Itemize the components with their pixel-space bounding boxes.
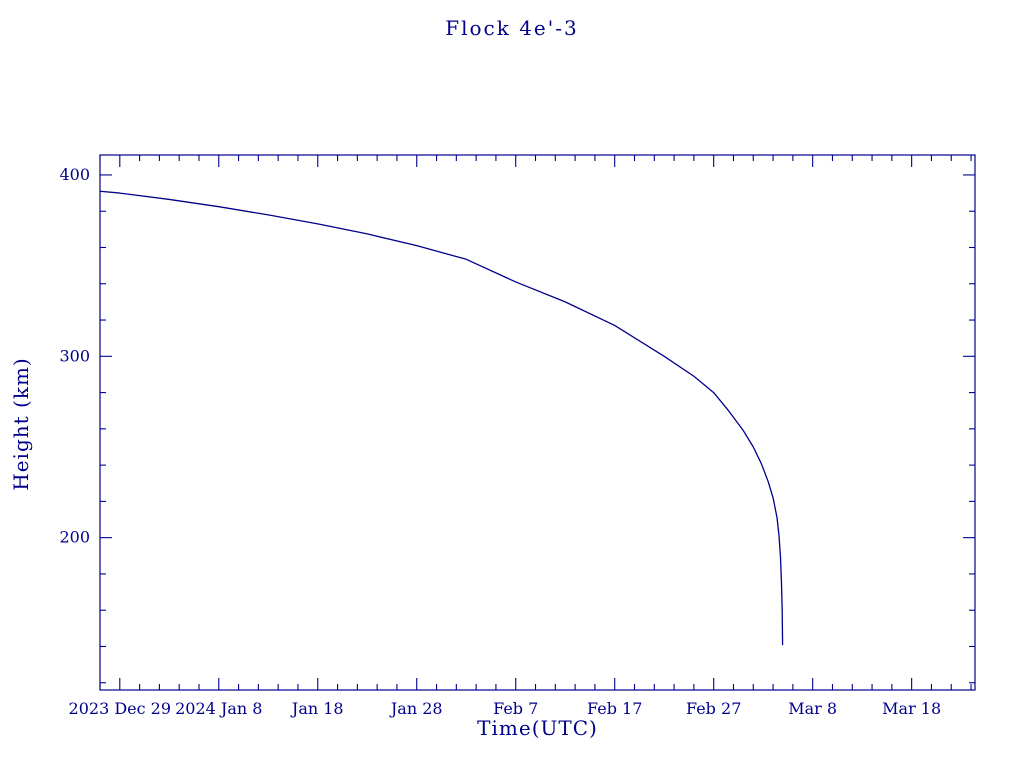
x-tick-label: Feb 17 [587,699,642,718]
y-tick-label: 400 [59,165,90,184]
x-tick-label: Feb 7 [493,699,538,718]
x-tick-label: Mar 8 [788,699,837,718]
axis-ticks [99,155,975,690]
x-axis-label: Time(UTC) [477,716,598,740]
x-tick-label: Jan 28 [389,699,443,718]
data-curve [99,190,784,646]
x-tick-label: 2024 Jan 8 [175,699,262,718]
plot-border [99,154,976,691]
x-tick-label: Jan 18 [290,699,344,718]
chart-title: Flock 4e'-3 [445,16,579,40]
axis-tick-labels: 2023 Dec 29 2024 Jan 8 Jan 18 Jan 28 Feb 7 Fe… [59,165,941,718]
x-tick-label: Mar 18 [882,699,941,718]
x-tick-label: Feb 27 [686,699,741,718]
y-tick-label: 300 [59,346,90,365]
x-tick-label: 2023 Dec 29 [69,699,172,718]
y-tick-label: 200 [59,528,90,547]
